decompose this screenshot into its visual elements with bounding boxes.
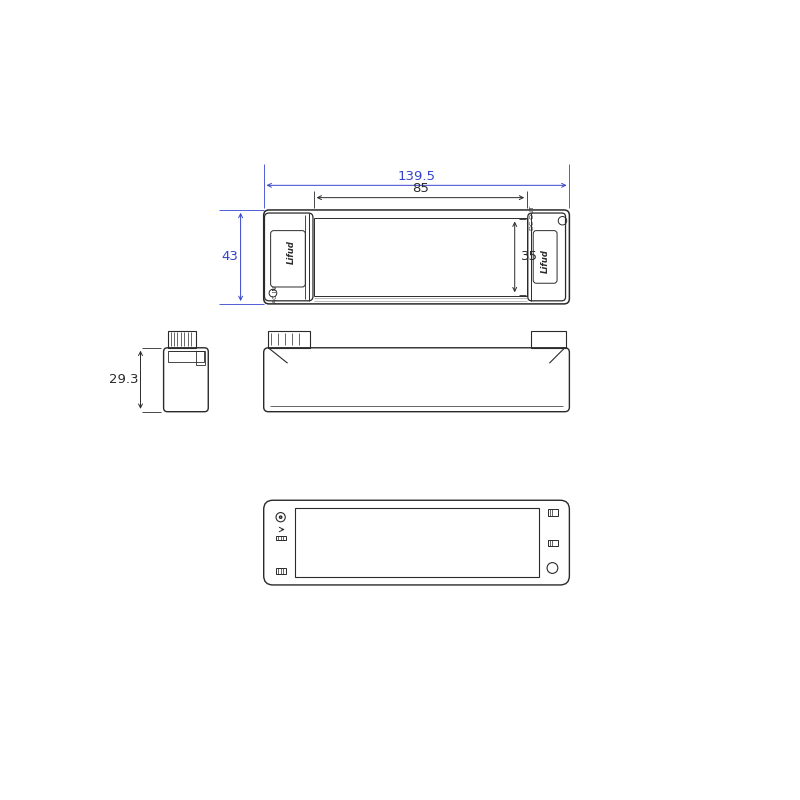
Text: 35: 35 <box>521 250 538 263</box>
Bar <box>276 537 286 540</box>
Bar <box>548 539 558 546</box>
Text: 43: 43 <box>222 250 238 263</box>
Bar <box>294 508 538 578</box>
Bar <box>314 218 527 296</box>
Bar <box>196 351 205 365</box>
Bar <box>531 331 566 348</box>
Text: 85: 85 <box>412 182 429 195</box>
Bar <box>267 331 310 348</box>
Bar <box>548 510 558 516</box>
Text: Lifud: Lifud <box>541 249 550 273</box>
Text: 139.5: 139.5 <box>398 170 435 183</box>
Bar <box>276 568 286 574</box>
Bar <box>168 331 196 348</box>
Text: Lifud: Lifud <box>287 240 296 264</box>
Text: DC OUT: DC OUT <box>530 206 535 230</box>
Bar <box>168 351 204 362</box>
Text: AC IN: AC IN <box>273 286 278 303</box>
Text: 29.3: 29.3 <box>109 374 138 386</box>
